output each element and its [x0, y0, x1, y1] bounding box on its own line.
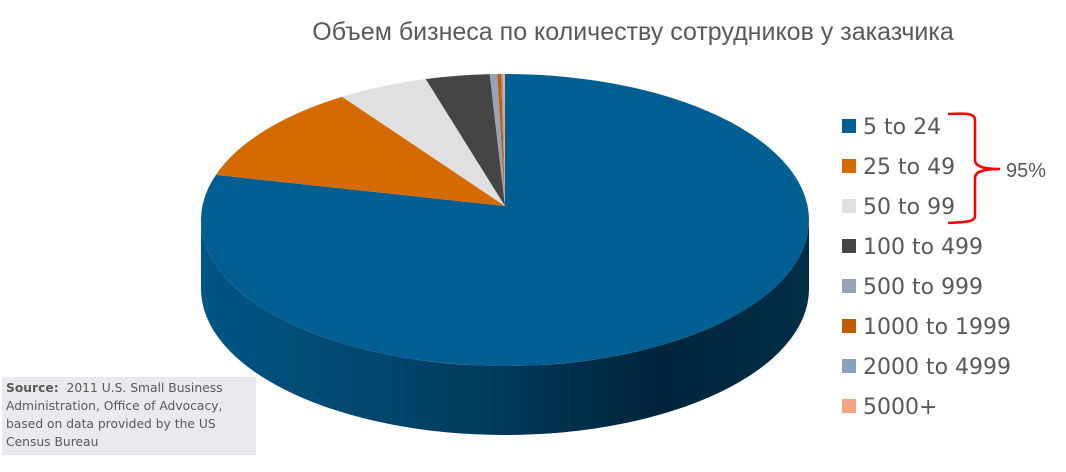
legend-item: 5 to 24 [842, 115, 941, 140]
source-label: Source: [6, 381, 59, 395]
legend-swatch [842, 159, 856, 173]
legend-item: 1000 to 1999 [842, 315, 1011, 340]
pie-slice-5-to-24 [200, 74, 810, 366]
pie-slice-100-to-499 [425, 74, 505, 206]
legend-item: 100 to 499 [842, 235, 983, 260]
legend-item: 5000+ [842, 395, 937, 420]
source-note: Source: 2011 U.S. Small Business Adminis… [2, 377, 256, 455]
legend-item: 500 to 999 [842, 275, 983, 300]
pie-slice-1000-to-1999 [497, 74, 505, 206]
pie-slice-50-to-99 [342, 79, 505, 206]
legend-swatch [842, 199, 856, 213]
legend-label: 500 to 999 [863, 275, 983, 300]
legend-label: 2000 to 4999 [863, 355, 1011, 380]
pie-slice-2000-to-4999 [501, 74, 505, 206]
legend-label: 50 to 99 [863, 195, 955, 220]
legend-label: 25 to 49 [863, 155, 955, 180]
pie-side-wall [201, 220, 809, 435]
legend-item: 2000 to 4999 [842, 355, 1011, 380]
legend-swatch [842, 279, 856, 293]
legend-label: 5000+ [863, 395, 937, 420]
chart-title: Объем бизнеса по количеству сотрудников … [312, 18, 954, 46]
legend-swatch [842, 239, 856, 253]
legend-item: 50 to 99 [842, 195, 955, 220]
legend-swatch [842, 359, 856, 373]
legend-item: 25 to 49 [842, 155, 955, 180]
bracket-annotation [947, 112, 1001, 225]
legend-swatch [842, 399, 856, 413]
pie-slice-5000 [503, 74, 505, 206]
legend-swatch [842, 119, 856, 133]
legend-label: 1000 to 1999 [863, 315, 1011, 340]
source-text: 2011 U.S. Small Business Administration,… [6, 381, 223, 449]
pie-slice-500-to-999 [489, 74, 505, 206]
bracket-label: 95% [1006, 160, 1046, 182]
legend-label: 5 to 24 [863, 115, 941, 140]
pie-slice-25-to-49 [215, 96, 505, 206]
legend-label: 100 to 499 [863, 235, 983, 260]
legend-swatch [842, 319, 856, 333]
